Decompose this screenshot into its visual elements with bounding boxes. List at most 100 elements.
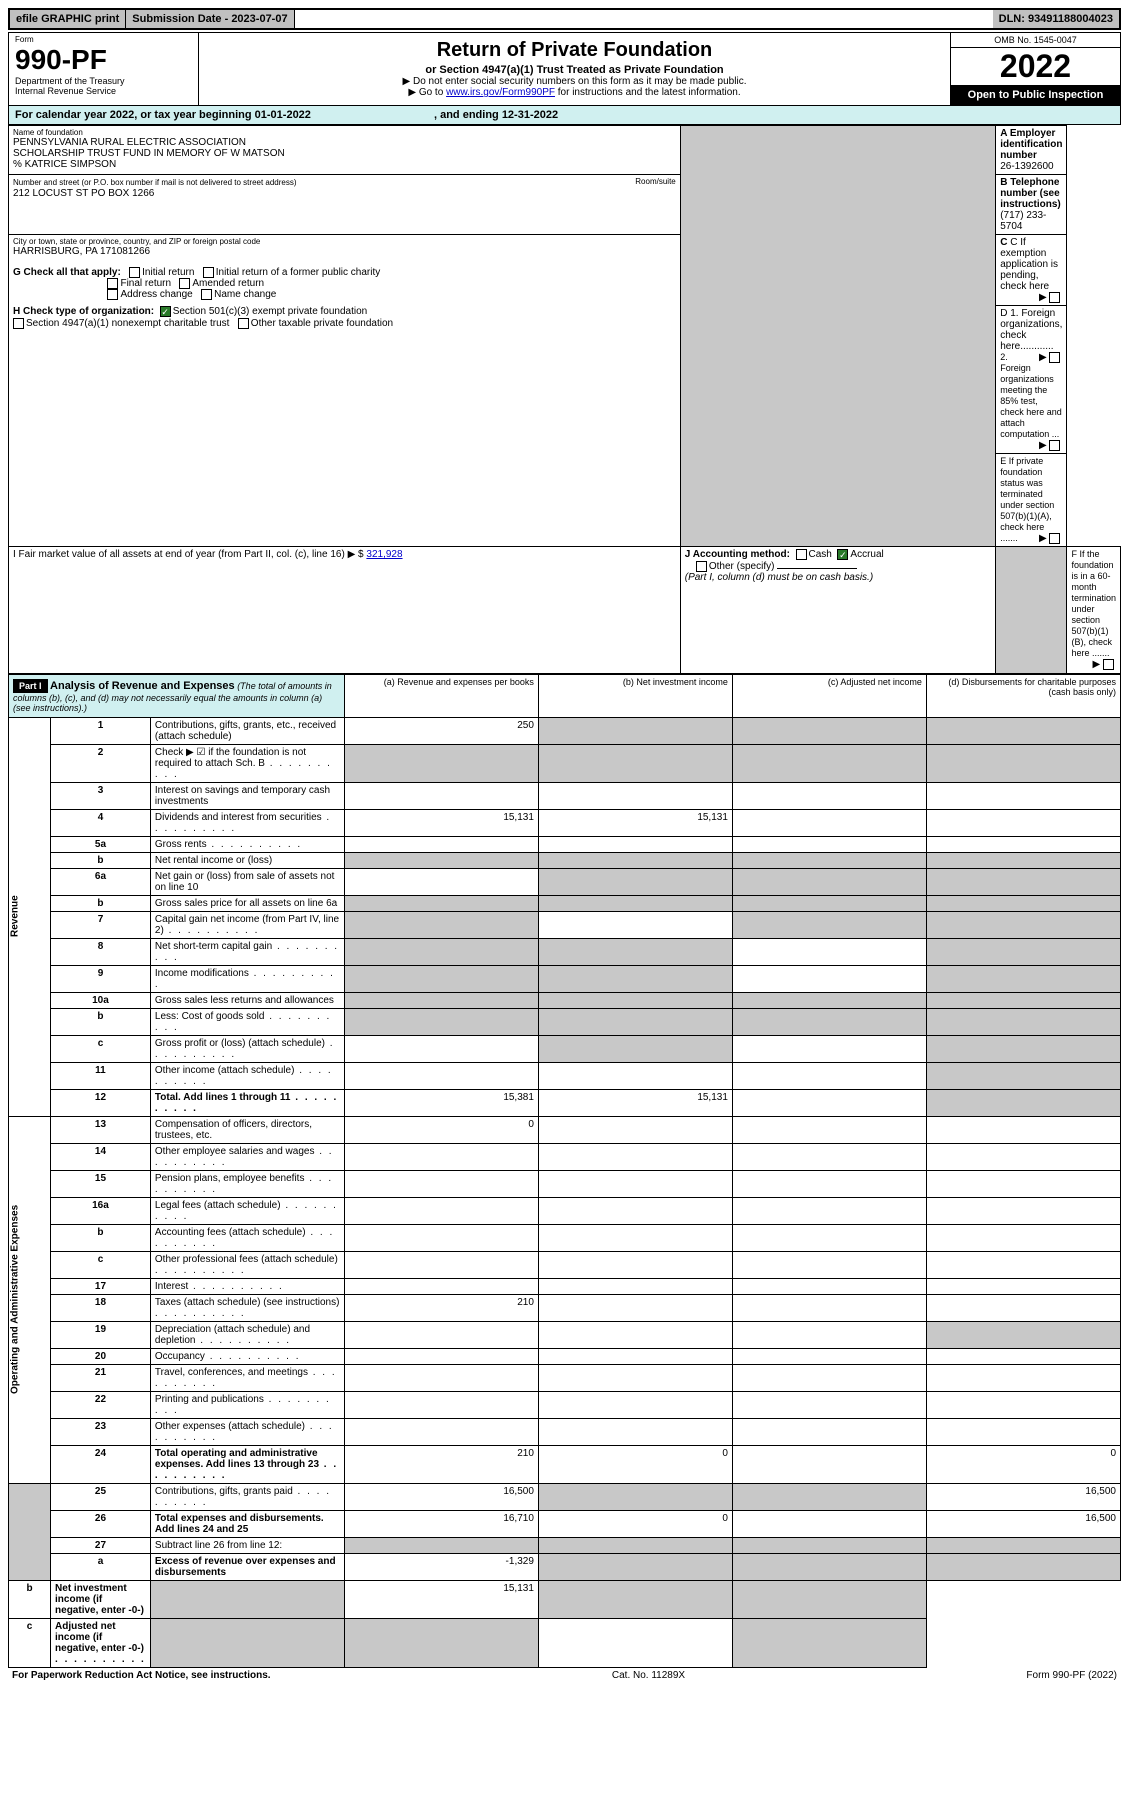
chk-cash[interactable] xyxy=(796,549,807,560)
fmv-link[interactable]: 321,928 xyxy=(366,549,402,560)
row-number: b xyxy=(9,1580,51,1618)
value-cell xyxy=(732,782,926,809)
value-cell xyxy=(344,868,538,895)
expenses-side-label: Operating and Administrative Expenses xyxy=(9,1116,51,1483)
value-cell xyxy=(926,965,1120,992)
row-number: 16a xyxy=(51,1197,151,1224)
row-description: Total expenses and disbursements. Add li… xyxy=(150,1510,344,1537)
chk-d2[interactable] xyxy=(1049,440,1060,451)
open-to-public: Open to Public Inspection xyxy=(951,85,1120,105)
value-cell xyxy=(344,782,538,809)
j-note: (Part I, column (d) must be on cash basi… xyxy=(685,572,873,583)
chk-f[interactable] xyxy=(1103,659,1114,670)
row-number: 23 xyxy=(51,1418,151,1445)
form-header: Form 990-PF Department of the Treasury I… xyxy=(8,32,1121,106)
value-cell xyxy=(344,852,538,868)
foundation-name-3: % KATRICE SIMPSON xyxy=(13,159,676,170)
g5: Address change xyxy=(120,289,192,300)
value-cell xyxy=(538,1294,732,1321)
value-cell xyxy=(538,1537,732,1553)
h2: Section 4947(a)(1) nonexempt charitable … xyxy=(26,318,229,329)
value-cell xyxy=(344,895,538,911)
chk-e[interactable] xyxy=(1049,533,1060,544)
row-number: 19 xyxy=(51,1321,151,1348)
value-cell xyxy=(538,1170,732,1197)
row-description: Excess of revenue over expenses and disb… xyxy=(150,1553,344,1580)
value-cell xyxy=(732,809,926,836)
footer-left: For Paperwork Reduction Act Notice, see … xyxy=(12,1670,271,1681)
value-cell xyxy=(538,868,732,895)
g2: Initial return of a former public charit… xyxy=(216,267,381,278)
chk-accrual[interactable] xyxy=(837,549,848,560)
value-cell xyxy=(732,1364,926,1391)
value-cell xyxy=(732,1224,926,1251)
row-description: Net short-term capital gain xyxy=(150,938,344,965)
row-description: Other income (attach schedule) xyxy=(150,1062,344,1089)
dln: DLN: 93491188004023 xyxy=(993,10,1119,28)
value-cell xyxy=(344,1062,538,1089)
row-number: 15 xyxy=(51,1170,151,1197)
value-cell xyxy=(732,1445,926,1483)
chk-other-taxable[interactable] xyxy=(238,318,249,329)
dept-treasury: Department of the Treasury xyxy=(15,76,192,86)
value-cell xyxy=(732,1348,926,1364)
chk-final[interactable] xyxy=(107,278,118,289)
table-row: 5aGross rents xyxy=(9,836,1121,852)
note-ssn: ▶ Do not enter social security numbers o… xyxy=(203,76,946,87)
table-row: 3Interest on savings and temporary cash … xyxy=(9,782,1121,809)
value-cell xyxy=(732,1170,926,1197)
table-row: 9Income modifications xyxy=(9,965,1121,992)
row-description: Other expenses (attach schedule) xyxy=(150,1418,344,1445)
chk-501c3[interactable] xyxy=(160,306,171,317)
value-cell: 0 xyxy=(538,1445,732,1483)
col-d-head: (d) Disbursements for charitable purpose… xyxy=(926,674,1120,717)
value-cell xyxy=(732,868,926,895)
col-c-head: (c) Adjusted net income xyxy=(732,674,926,717)
g3: Final return xyxy=(120,278,171,289)
table-row: aExcess of revenue over expenses and dis… xyxy=(9,1553,1121,1580)
chk-c[interactable] xyxy=(1049,292,1060,303)
value-cell xyxy=(732,1618,926,1667)
table-row: 14Other employee salaries and wages xyxy=(9,1143,1121,1170)
table-row: 19Depreciation (attach schedule) and dep… xyxy=(9,1321,1121,1348)
value-cell xyxy=(538,717,732,744)
chk-addr-change[interactable] xyxy=(107,289,118,300)
row-number: 18 xyxy=(51,1294,151,1321)
chk-initial-former[interactable] xyxy=(203,267,214,278)
value-cell xyxy=(538,1062,732,1089)
value-cell xyxy=(538,1348,732,1364)
row-description: Capital gain net income (from Part IV, l… xyxy=(150,911,344,938)
table-row: bNet investment income (if negative, ent… xyxy=(9,1580,1121,1618)
table-row: 11Other income (attach schedule) xyxy=(9,1062,1121,1089)
table-row: Operating and Administrative Expenses13C… xyxy=(9,1116,1121,1143)
chk-d1[interactable] xyxy=(1049,352,1060,363)
value-cell xyxy=(732,852,926,868)
value-cell: 16,500 xyxy=(926,1483,1120,1510)
irs-link[interactable]: www.irs.gov/Form990PF xyxy=(446,87,555,98)
value-cell: 16,500 xyxy=(344,1483,538,1510)
form-title: Return of Private Foundation xyxy=(203,39,946,62)
value-cell xyxy=(732,1035,926,1062)
chk-other-acct[interactable] xyxy=(696,561,707,572)
value-cell xyxy=(538,1278,732,1294)
value-cell xyxy=(538,1224,732,1251)
city-value: HARRISBURG, PA 171081266 xyxy=(13,246,676,257)
row-description: Subtract line 26 from line 12: xyxy=(150,1537,344,1553)
tel-value: (717) 233-5704 xyxy=(1000,210,1062,232)
row-description: Total. Add lines 1 through 11 xyxy=(150,1089,344,1116)
row-number: 6a xyxy=(51,868,151,895)
chk-amended[interactable] xyxy=(179,278,190,289)
value-cell xyxy=(538,1483,732,1510)
row-number: b xyxy=(51,1008,151,1035)
value-cell xyxy=(538,895,732,911)
value-cell xyxy=(926,1197,1120,1224)
chk-name-change[interactable] xyxy=(201,289,212,300)
subtract-side xyxy=(9,1483,51,1580)
irs-label: Internal Revenue Service xyxy=(15,86,192,96)
col-a-head: (a) Revenue and expenses per books xyxy=(344,674,538,717)
value-cell xyxy=(926,938,1120,965)
chk-4947[interactable] xyxy=(13,318,24,329)
table-row: 17Interest xyxy=(9,1278,1121,1294)
header-left: Form 990-PF Department of the Treasury I… xyxy=(9,33,199,105)
chk-initial[interactable] xyxy=(129,267,140,278)
